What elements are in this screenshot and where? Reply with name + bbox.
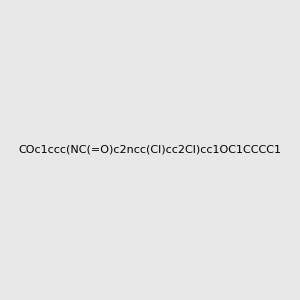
Text: COc1ccc(NC(=O)c2ncc(Cl)cc2Cl)cc1OC1CCCC1: COc1ccc(NC(=O)c2ncc(Cl)cc2Cl)cc1OC1CCCC1 [19,145,281,155]
